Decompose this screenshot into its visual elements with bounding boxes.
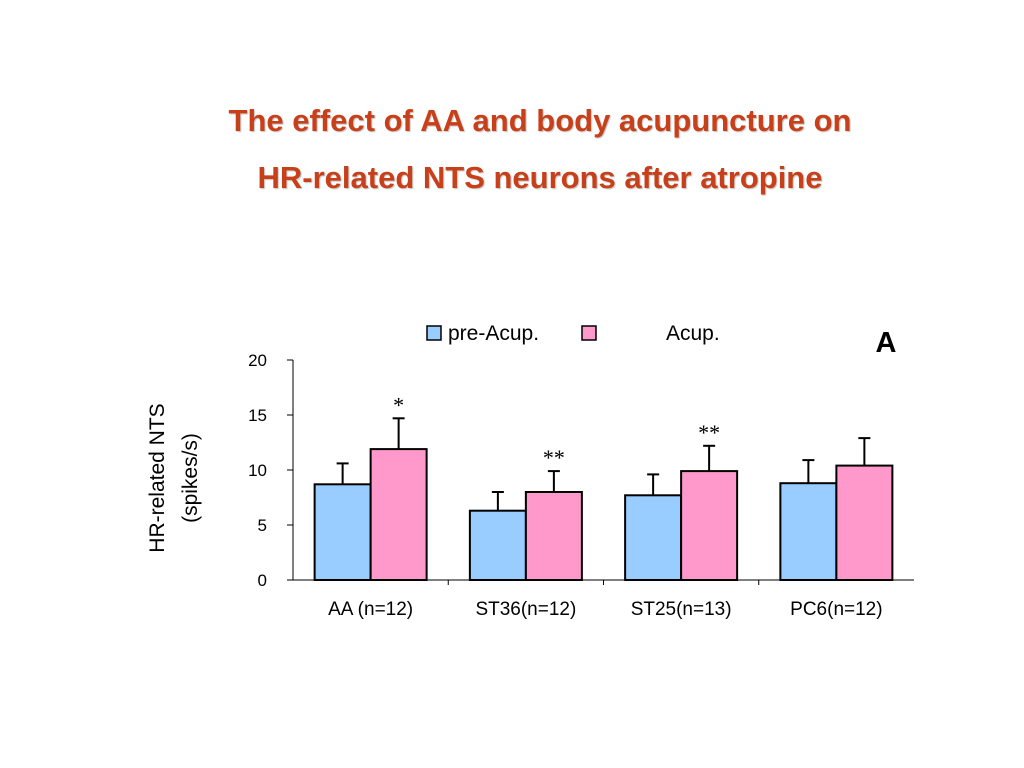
y-tick-label: 0 (258, 571, 267, 590)
bar-pre-acup (468, 509, 527, 582)
y-tick-label: 15 (248, 406, 267, 425)
title-line-2: HR-related NTS neurons after atropine (257, 160, 823, 195)
chart-title: The effect of AA and body acupuncture on… (0, 92, 1024, 206)
y-tick-label: 5 (258, 516, 267, 535)
legend-swatch (426, 325, 442, 341)
bar-acup (680, 470, 739, 582)
bar-pre-acup (779, 482, 838, 582)
y-tick-label: 20 (248, 351, 267, 370)
panel-label: A (876, 327, 897, 359)
bar-acup (369, 448, 428, 581)
chart-labels: 0 5 10 15 20 HR-related NTS (spikes/s) * AA (n=1… (146, 327, 897, 620)
chart-bars (313, 417, 894, 582)
bar-pre-acup (313, 483, 372, 581)
y-axis-label-line-1: HR-related NTS (146, 403, 169, 552)
legend-item-acup: Acup. (666, 322, 720, 345)
legend-item-pre-acup: pre-Acup. (448, 322, 539, 345)
legend-swatch (581, 325, 597, 341)
bar-pre-acup (624, 494, 683, 581)
bar-acup (835, 464, 894, 582)
bar-acup (524, 491, 583, 581)
significance-marker: ** (543, 445, 565, 470)
chart-legend: pre-Acup. Acup. (426, 322, 720, 345)
x-tick-label: AA (n=12) (328, 599, 413, 620)
significance-marker: ** (698, 420, 720, 445)
y-axis-label-line-2: (spikes/s) (179, 433, 202, 523)
title-line-1: The effect of AA and body acupuncture on (228, 103, 852, 138)
y-tick-label: 10 (248, 461, 267, 480)
significance-marker: * (393, 392, 404, 417)
x-tick-label: PC6(n=12) (790, 599, 882, 620)
x-tick-label: ST25(n=13) (631, 599, 732, 620)
x-tick-label: ST36(n=12) (475, 599, 576, 620)
